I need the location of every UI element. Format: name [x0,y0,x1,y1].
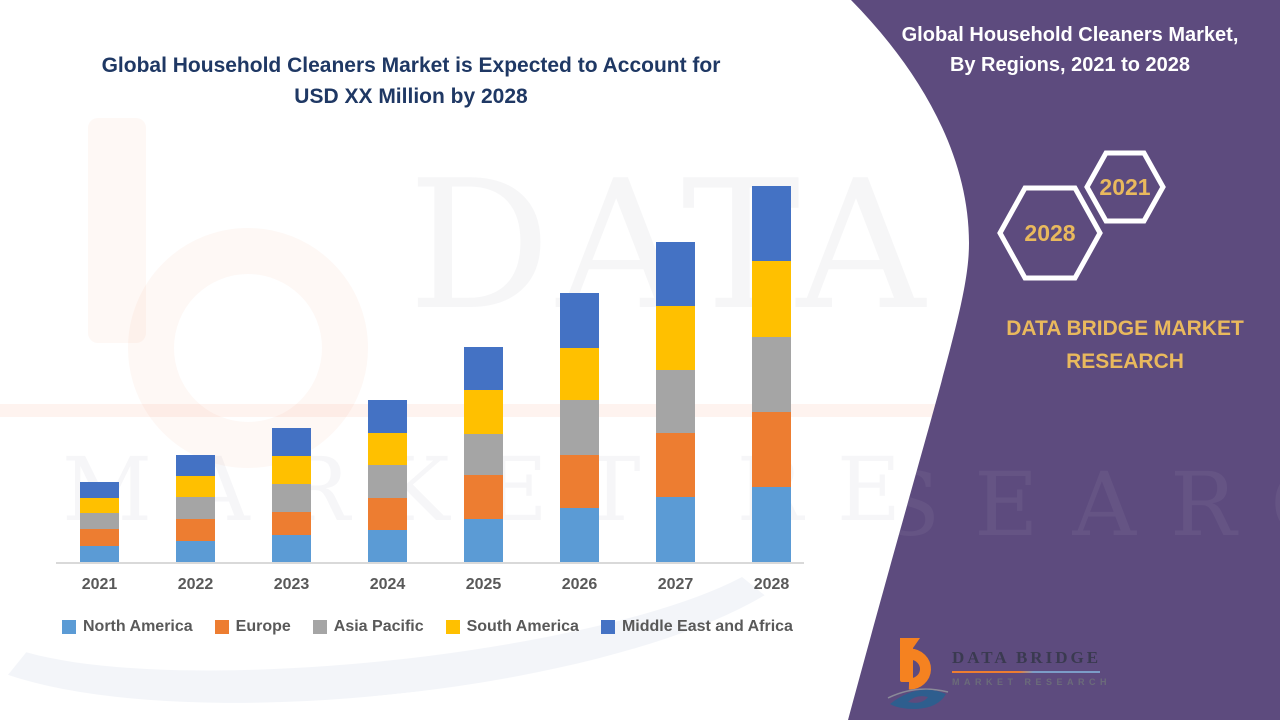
legend-item-europe: Europe [214,618,291,636]
company-logo-name: DATA BRIDGE [952,648,1102,667]
bar-segment-2027-middle-east-and-africa [656,242,695,306]
company-logo-underline [952,671,1100,673]
x-axis-label-2025: 2025 [465,576,502,593]
company-logo-subtitle: MARKET RESEARCH [952,677,1112,687]
bar-segment-2021-asia-pacific [80,513,119,529]
company-logo-icon [887,638,949,709]
brand-wordmark: DATA BRIDGE MARKET RESEARCH [985,312,1265,378]
bar-segment-2023-middle-east-and-africa [272,428,311,456]
hexagon-2028 [997,185,1103,281]
bar-segment-2024-north-america [368,530,407,562]
chart-title-line2: USD XX Million by 2028 [294,85,528,108]
legend-item-north-america: North America [62,618,193,636]
bar-segment-2023-europe [272,512,311,535]
brand-wordmark-line2: RESEARCH [1066,350,1184,373]
company-logo: DATA BRIDGE MARKET RESEARCH [880,634,1120,714]
company-logo-text: DATA BRIDGE MARKET RESEARCH [952,648,1112,687]
legend-label: South America [466,618,579,635]
bar-segment-2027-south-america [656,306,695,370]
legend-label: Middle East and Africa [621,618,793,635]
chart-title-line1: Global Household Cleaners Market is Expe… [101,54,721,77]
panel-heading-line1: Global Household Cleaners Market, [901,24,1239,46]
bar-segment-2024-middle-east-and-africa [368,400,407,433]
bar-segment-2022-asia-pacific [176,497,215,519]
side-panel-background [848,0,1280,720]
bar-segment-2027-europe [656,433,695,497]
bar-segment-2025-europe [464,475,503,519]
x-axis-label-2028: 2028 [753,576,790,593]
bar-segment-2023-asia-pacific [272,484,311,512]
hexagon-2028-label: 2028 [1024,220,1075,246]
legend-label: Asia Pacific [333,618,424,635]
legend-item-south-america: South America [445,618,579,636]
bar-segment-2026-middle-east-and-africa [560,293,599,348]
bar-segment-2024-south-america [368,433,407,465]
legend-item-asia-pacific: Asia Pacific [312,618,424,636]
bar-segment-2024-europe [368,497,407,530]
bar-segment-2026-north-america [560,508,599,562]
bar-segment-2022-europe [176,519,215,541]
bar-segment-2021-north-america [80,546,119,562]
bar-segment-2026-asia-pacific [560,400,599,455]
bar-segment-2021-middle-east-and-africa [80,482,119,498]
x-axis-label-2021: 2021 [81,576,118,593]
watermark-research-on-panel: SEARCH [880,453,1280,556]
bar-segment-2028-south-america [752,261,791,337]
bar-segment-2021-south-america [80,498,119,513]
chart-title: Global Household Cleaners Market is Expe… [58,50,764,112]
legend-label: Europe [235,618,291,635]
x-axis-label-2022: 2022 [177,576,214,593]
bar-segment-2023-south-america [272,456,311,484]
bar-segment-2025-middle-east-and-africa [464,347,503,390]
bar-segment-2028-asia-pacific [752,337,791,412]
bar-segment-2028-middle-east-and-africa [752,186,791,261]
bar-segment-2023-north-america [272,535,311,562]
hexagon-2021-label: 2021 [1099,174,1150,200]
bar-segment-2022-north-america [176,540,215,562]
bar-segment-2026-south-america [560,348,599,400]
bar-segment-2021-europe [80,529,119,546]
x-axis-label-2023: 2023 [273,576,310,593]
bar-segment-2024-asia-pacific [368,465,407,498]
x-axis-label-2024: 2024 [369,576,406,593]
legend-swatch [312,620,327,634]
x-axis-label-2027: 2027 [657,576,694,593]
bar-segment-2028-north-america [752,487,791,562]
bar-segment-2027-asia-pacific [656,370,695,433]
x-axis-label-2026: 2026 [561,576,598,593]
chart-legend: North America Europe Asia Pacific South Ame… [62,618,793,636]
bar-segment-2025-asia-pacific [464,434,503,475]
legend-label: North America [83,618,193,635]
bar-segment-2027-north-america [656,497,695,562]
hexagon-2021 [1084,150,1166,224]
plot-area: 2021 2022 2023 2024 2025 2026 2027 2028 [56,186,804,593]
bar-segment-2028-europe [752,412,791,487]
bar-segment-2022-south-america [176,476,215,497]
panel-heading: Global Household Cleaners Market, By Reg… [880,20,1260,80]
x-axis-line [56,562,804,564]
bar-segment-2022-middle-east-and-africa [176,455,215,476]
legend-swatch [62,620,76,634]
panel-heading-line2: By Regions, 2021 to 2028 [949,54,1191,76]
bar-segment-2026-europe [560,455,599,508]
bar-segment-2025-south-america [464,390,503,434]
legend-swatch [600,620,615,634]
legend-item-middle-east-and-africa: Middle East and Africa [600,618,793,636]
legend-swatch [214,620,229,634]
legend-swatch [445,620,460,634]
brand-wordmark-line1: DATA BRIDGE MARKET [1006,317,1244,340]
bar-segment-2025-north-america [464,519,503,562]
